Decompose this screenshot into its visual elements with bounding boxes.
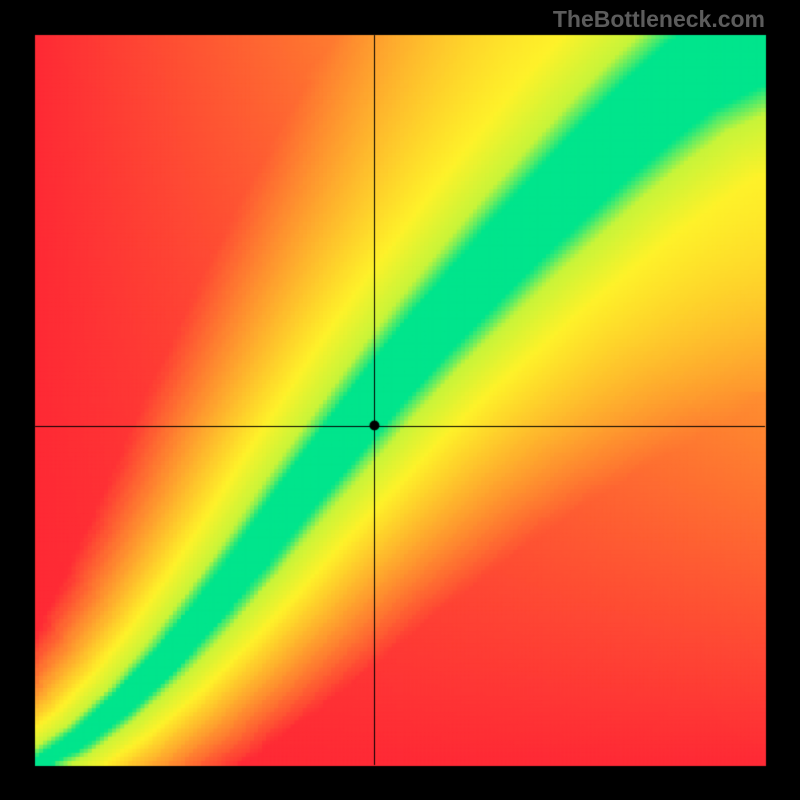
overlay-canvas	[0, 0, 800, 800]
watermark: TheBottleneck.com	[553, 6, 765, 33]
chart-container: TheBottleneck.com	[0, 0, 800, 800]
